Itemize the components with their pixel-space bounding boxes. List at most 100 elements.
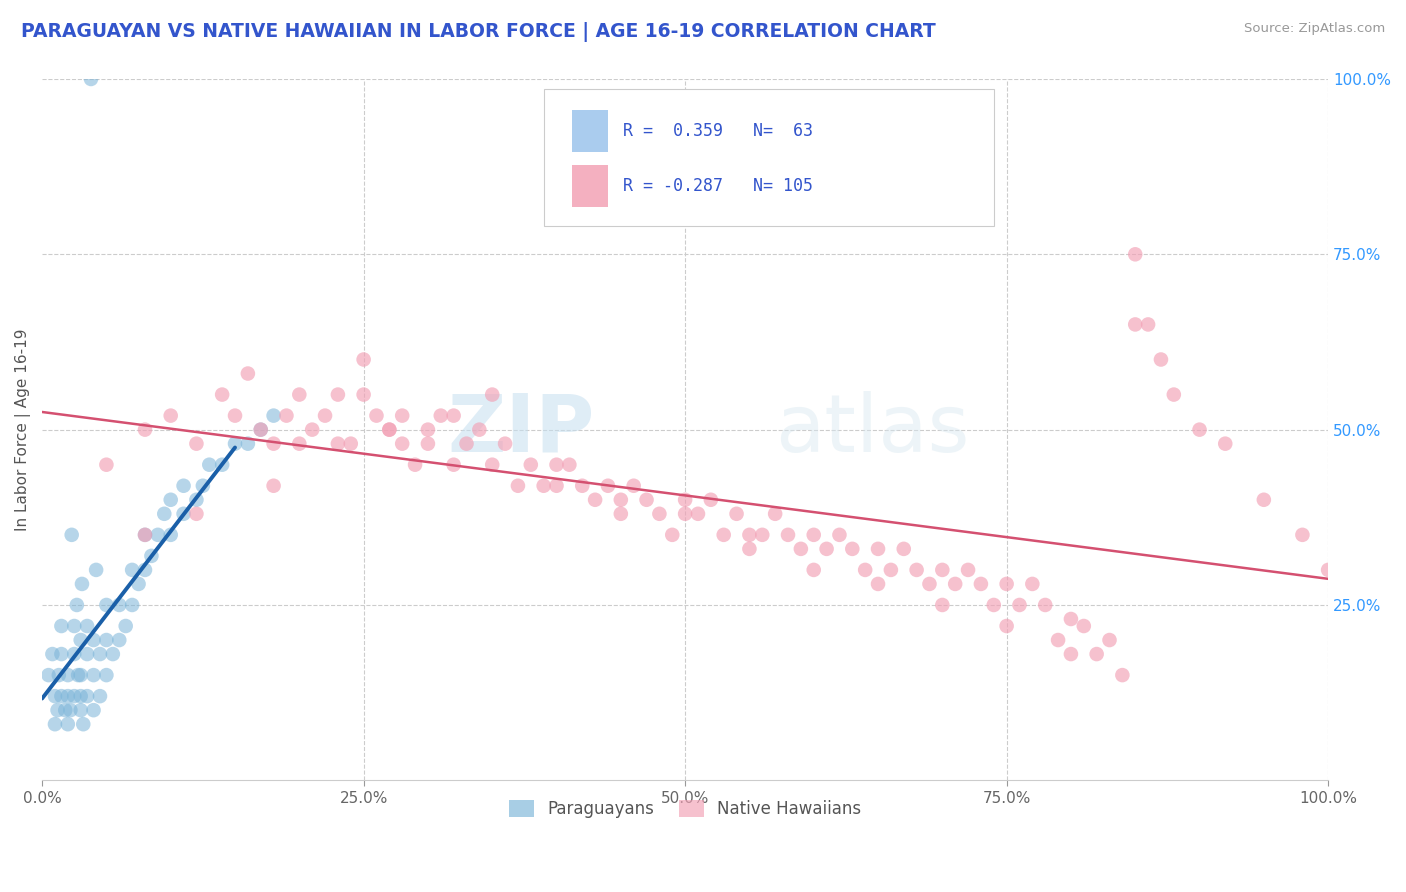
Point — [763, 507, 786, 521]
Point — [263, 409, 285, 423]
Point — [173, 479, 195, 493]
Point — [56, 689, 79, 703]
Point — [828, 528, 851, 542]
Point — [1085, 647, 1108, 661]
Point — [89, 647, 111, 661]
Point — [236, 367, 259, 381]
Point — [443, 409, 465, 423]
Point — [596, 479, 619, 493]
Point — [128, 577, 150, 591]
Point — [276, 409, 298, 423]
Point — [1047, 633, 1070, 648]
Point — [146, 528, 169, 542]
Point — [1163, 387, 1185, 401]
Point — [1317, 563, 1340, 577]
Point — [943, 577, 966, 591]
Point — [96, 458, 118, 472]
Point — [391, 436, 413, 450]
Text: PARAGUAYAN VS NATIVE HAWAIIAN IN LABOR FORCE | AGE 16-19 CORRELATION CHART: PARAGUAYAN VS NATIVE HAWAIIAN IN LABOR F… — [21, 22, 936, 42]
Point — [378, 423, 401, 437]
Point — [70, 577, 93, 591]
Bar — [572, 165, 607, 207]
Point — [134, 423, 156, 437]
Point — [69, 668, 91, 682]
Point — [51, 647, 73, 661]
Point — [866, 577, 889, 591]
Point — [1253, 492, 1275, 507]
Point — [96, 668, 118, 682]
Point — [89, 689, 111, 703]
Point — [186, 436, 208, 450]
Point — [713, 528, 735, 542]
Point — [494, 436, 516, 450]
Text: R =  0.359   N=  63: R = 0.359 N= 63 — [623, 121, 814, 140]
Point — [391, 409, 413, 423]
Point — [366, 409, 388, 423]
Point — [249, 423, 271, 437]
Point — [134, 528, 156, 542]
Point — [725, 507, 748, 521]
Legend: Paraguayans, Native Hawaiians: Paraguayans, Native Hawaiians — [502, 793, 868, 824]
Point — [72, 717, 94, 731]
Point — [738, 541, 761, 556]
Point — [76, 689, 98, 703]
Point — [1123, 247, 1146, 261]
Point — [114, 619, 136, 633]
Point — [815, 541, 838, 556]
Point — [339, 436, 361, 450]
Point — [301, 423, 323, 437]
Point — [378, 423, 401, 437]
Point — [1008, 598, 1031, 612]
Point — [1188, 423, 1211, 437]
Point — [67, 668, 90, 682]
Point — [673, 492, 696, 507]
Point — [288, 387, 311, 401]
Point — [853, 563, 876, 577]
Point — [224, 436, 246, 450]
Point — [636, 492, 658, 507]
Point — [63, 647, 86, 661]
Point — [1291, 528, 1313, 542]
Point — [700, 492, 723, 507]
Point — [60, 528, 83, 542]
Text: ZIP: ZIP — [449, 391, 595, 468]
Point — [751, 528, 773, 542]
Point — [83, 668, 105, 682]
Point — [108, 633, 131, 648]
Point — [44, 717, 66, 731]
Bar — [572, 110, 607, 152]
Point — [776, 528, 799, 542]
Point — [866, 541, 889, 556]
Point — [326, 387, 349, 401]
Point — [56, 717, 79, 731]
Point — [1111, 668, 1133, 682]
Point — [153, 507, 176, 521]
Point — [880, 563, 903, 577]
Point — [211, 387, 233, 401]
Point — [931, 563, 953, 577]
Point — [533, 479, 555, 493]
Point — [1098, 633, 1121, 648]
Point — [211, 458, 233, 472]
Point — [121, 598, 143, 612]
Point — [51, 689, 73, 703]
Point — [661, 528, 683, 542]
Point — [481, 458, 503, 472]
Point — [686, 507, 709, 521]
Point — [191, 479, 214, 493]
Point — [198, 458, 221, 472]
Point — [610, 492, 633, 507]
Point — [141, 549, 163, 563]
Point — [326, 436, 349, 450]
Point — [468, 423, 491, 437]
Point — [673, 507, 696, 521]
Point — [69, 689, 91, 703]
Point — [173, 507, 195, 521]
Point — [841, 541, 863, 556]
Point — [610, 507, 633, 521]
Point — [121, 563, 143, 577]
Point — [546, 479, 568, 493]
Point — [38, 668, 60, 682]
Point — [44, 689, 66, 703]
Point — [314, 409, 336, 423]
